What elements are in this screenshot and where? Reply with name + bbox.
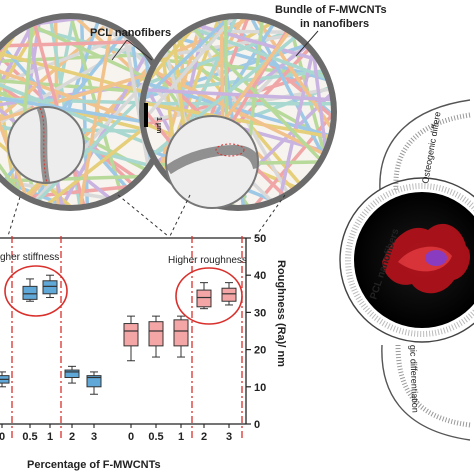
box-plot — [221, 282, 237, 306]
zoom-inset-right — [166, 116, 258, 208]
label-bundle-line1: Bundle of F-MWCNTs — [275, 4, 387, 16]
nanofiber-strand — [0, 36, 166, 157]
nanofiber-strand — [263, 16, 334, 208]
box-plot — [64, 365, 80, 384]
roughness-ellipse — [175, 267, 243, 325]
scale-bar-label: 1 μm — [155, 117, 162, 133]
nanofiber-strand — [142, 16, 292, 208]
nanofiber-strand — [142, 16, 334, 86]
x-axis-ticks: 0 0.5 1 2 3 0 0.5 1 2 3 — [0, 424, 232, 443]
x-tick-label: 1 — [47, 431, 53, 443]
x-tick-label: 0.5 — [148, 431, 163, 443]
nanofiber-strand — [0, 16, 166, 208]
nanofiber-strand — [0, 16, 166, 98]
x-tick-label: 3 — [91, 431, 97, 443]
box-plot — [22, 278, 38, 302]
box-plot — [123, 315, 139, 362]
box-plot — [86, 371, 102, 395]
nanofiber-strand — [0, 47, 166, 70]
nanofiber-strand — [45, 16, 166, 208]
y-tick-label: 0 — [254, 419, 260, 431]
cell-outer-ring — [339, 177, 474, 343]
nanofiber-strand — [142, 16, 302, 208]
nanofiber-strand — [25, 16, 91, 208]
x-tick-label: 2 — [69, 431, 75, 443]
box-plot — [148, 315, 164, 358]
label-osteogenic: Osteogenic differe — [420, 111, 443, 185]
y-tick-label: 50 — [254, 233, 266, 245]
y-tick-label: 20 — [254, 345, 266, 357]
x-tick-label: 0 — [128, 431, 134, 443]
label-pcl-nanofibers: PCL nanofibers — [90, 27, 171, 39]
nanofiber-strand — [275, 16, 334, 208]
nanofiber-panel-right: 1 μm — [139, 13, 337, 211]
nanofiber-strand — [0, 56, 166, 208]
nanofiber-strand — [0, 16, 111, 208]
red-dashdot-lines — [11, 236, 243, 440]
x-tick-label: 0.5 — [22, 431, 37, 443]
label-higher-roughness: Higher roughness — [168, 255, 247, 266]
nanofiber-strand — [142, 16, 334, 208]
box-plot — [0, 371, 10, 388]
box-plot-marks — [0, 274, 237, 395]
y-tick-label: 30 — [254, 307, 266, 319]
x-axis-label: Percentage of F-MWCNTs — [27, 459, 161, 471]
cell-differentiation-panel: PCL nanofibers Osteogenic differe gic di… — [339, 99, 474, 441]
zoom-connectors — [7, 194, 286, 237]
nanofiber-strand — [0, 35, 166, 51]
nanofiber-strand — [0, 16, 166, 208]
nanofiber-strand — [0, 16, 77, 208]
nanofiber-strand — [0, 169, 166, 186]
nanofiber-strand — [0, 95, 166, 110]
box-plot — [42, 274, 58, 299]
x-tick-label: 0 — [0, 431, 5, 443]
label-differentiation: gic differentiation — [408, 345, 420, 413]
nanofiber-strand — [148, 16, 334, 208]
nanofiber-strand — [64, 16, 137, 208]
nanofiber-strand — [142, 16, 334, 208]
cell-nucleus — [425, 250, 447, 266]
label-higher-stiffness: gher stiffness — [0, 252, 59, 263]
box-plot — [196, 282, 212, 310]
panel-border-right — [139, 13, 337, 211]
nanofiber-strand — [0, 66, 166, 173]
nanofiber-strand — [142, 85, 334, 111]
nanofiber-strand — [0, 25, 166, 164]
nanofiber-strand — [148, 16, 154, 208]
y-tick-label: 40 — [254, 270, 266, 282]
x-tick-label: 3 — [226, 431, 232, 443]
box-plot — [173, 315, 189, 358]
x-tick-label: 1 — [178, 431, 184, 443]
chart-frame — [0, 237, 247, 425]
label-bundle-line2: in nanofibers — [300, 18, 369, 30]
scale-bar — [144, 103, 148, 127]
nanofiber-strand — [50, 16, 163, 208]
y-tick-label: 10 — [254, 382, 266, 394]
nanofiber-strand — [142, 16, 334, 133]
x-tick-label: 2 — [201, 431, 207, 443]
nanofiber-strand — [142, 58, 334, 130]
nanofiber-strand — [0, 71, 166, 140]
nanofiber-strand — [0, 50, 166, 208]
stiffness-ellipse — [4, 265, 68, 317]
y-axis-ticks: 0 10 20 30 40 50 — [246, 233, 266, 431]
nanofiber-strand — [0, 16, 166, 133]
nanofiber-strand — [142, 74, 334, 149]
y-axis-label: Roughness (Ra)/ nm — [275, 260, 287, 367]
